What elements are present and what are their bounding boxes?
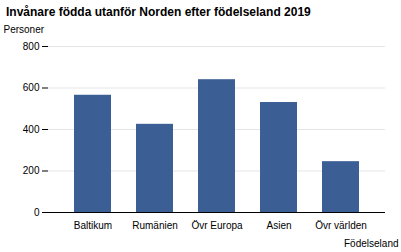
svg-text:400: 400 [23,124,40,135]
svg-text:Asien: Asien [266,220,291,231]
svg-text:Övr världen: Övr världen [315,220,367,231]
svg-text:Rumänien: Rumänien [132,220,178,231]
svg-text:Baltikum: Baltikum [74,220,112,231]
svg-text:Övr Europa: Övr Europa [191,220,243,231]
svg-text:600: 600 [23,82,40,93]
svg-text:200: 200 [23,165,40,176]
svg-text:0: 0 [34,207,40,218]
html-text:Invånare födda utanför Norden: Invånare födda utanför Norden efter föde… [6,5,311,19]
svg-text:800: 800 [23,41,40,52]
svg-text:Födelseland: Födelseland [344,238,398,249]
svg-text:Personer: Personer [4,24,45,35]
